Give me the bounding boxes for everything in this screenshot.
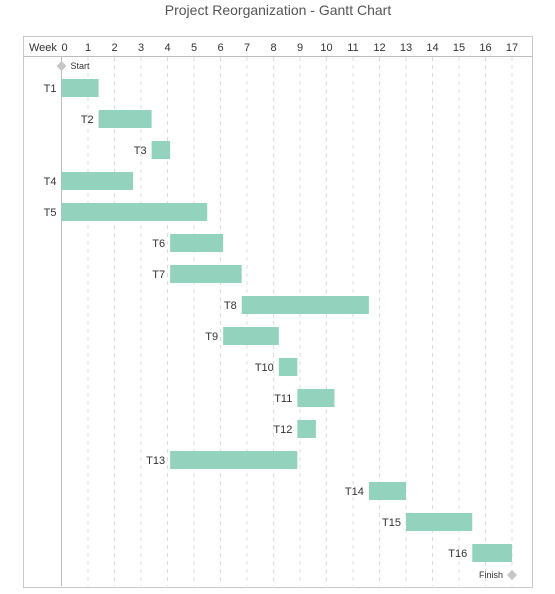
task-label-t9: T9 [205,331,218,343]
chart-title: Project Reorganization - Gantt Chart [165,2,392,18]
task-bar-t6 [170,234,224,252]
task-bar-t11 [297,389,335,407]
task-bar-t13 [170,451,298,469]
task-label-t1: T1 [44,83,57,95]
task-labels: T1 T2 T3 T4 T5 T6 T7 T8 T9 T10 T11 T12 T13 T14 T15 T16 [44,83,468,560]
task-label-t11: T11 [274,393,292,405]
task-label-t6: T6 [152,238,165,250]
chart-frame [23,36,533,588]
task-bars [61,79,512,562]
x-tick-16: 16 [479,42,491,54]
task-bar-t14 [368,482,406,500]
task-bar-t9 [223,327,279,345]
task-label-t12: T12 [273,424,292,436]
x-axis-label: Week [29,42,57,54]
milestone-start-label: Start [71,61,91,71]
x-tick-11: 11 [347,42,358,54]
task-label-t16: T16 [448,548,467,560]
x-tick-8: 8 [270,42,276,54]
task-bar-t7 [170,265,242,283]
x-tick-4: 4 [164,42,170,54]
task-bar-t1 [61,79,99,97]
milestone-start-icon [56,61,67,71]
x-tick-1: 1 [85,42,91,54]
x-tick-13: 13 [400,42,412,54]
task-bar-t15 [406,513,473,531]
x-tick-9: 9 [297,42,303,54]
task-label-t2: T2 [81,114,94,126]
x-tick-6: 6 [217,42,223,54]
task-label-t10: T10 [255,362,274,374]
x-tick-12: 12 [373,42,385,54]
task-bar-t3 [151,141,171,159]
task-label-t7: T7 [152,269,165,281]
task-label-t13: T13 [146,455,165,467]
task-label-t3: T3 [134,145,147,157]
task-bar-t8 [241,296,369,314]
task-bar-t4 [61,172,134,190]
task-bar-t5 [61,203,208,221]
task-label-t15: T15 [382,517,401,529]
x-tick-2: 2 [111,42,117,54]
task-bar-t12 [297,420,316,438]
task-label-t4: T4 [44,176,57,188]
milestones: Start Finish [56,61,517,580]
milestone-finish-label: Finish [479,570,503,580]
task-bar-t2 [98,110,152,128]
task-bar-t10 [278,358,298,376]
milestone-finish-icon [507,570,517,580]
task-label-t14: T14 [345,486,364,498]
x-tick-17: 17 [506,42,518,54]
grid-lines [61,57,513,586]
x-tick-15: 15 [453,42,465,54]
task-bar-t16 [472,544,512,562]
x-tick-14: 14 [426,42,438,54]
x-tick-0: 0 [62,42,68,54]
x-tick-10: 10 [320,42,332,54]
task-label-t8: T8 [224,300,237,312]
x-tick-3: 3 [138,42,144,54]
x-axis-ticks: 0 1 2 3 4 5 6 7 8 9 10 11 12 13 14 15 16 17 [62,42,519,54]
x-tick-5: 5 [191,42,197,54]
x-tick-7: 7 [244,42,250,54]
task-label-t5: T5 [44,207,57,219]
